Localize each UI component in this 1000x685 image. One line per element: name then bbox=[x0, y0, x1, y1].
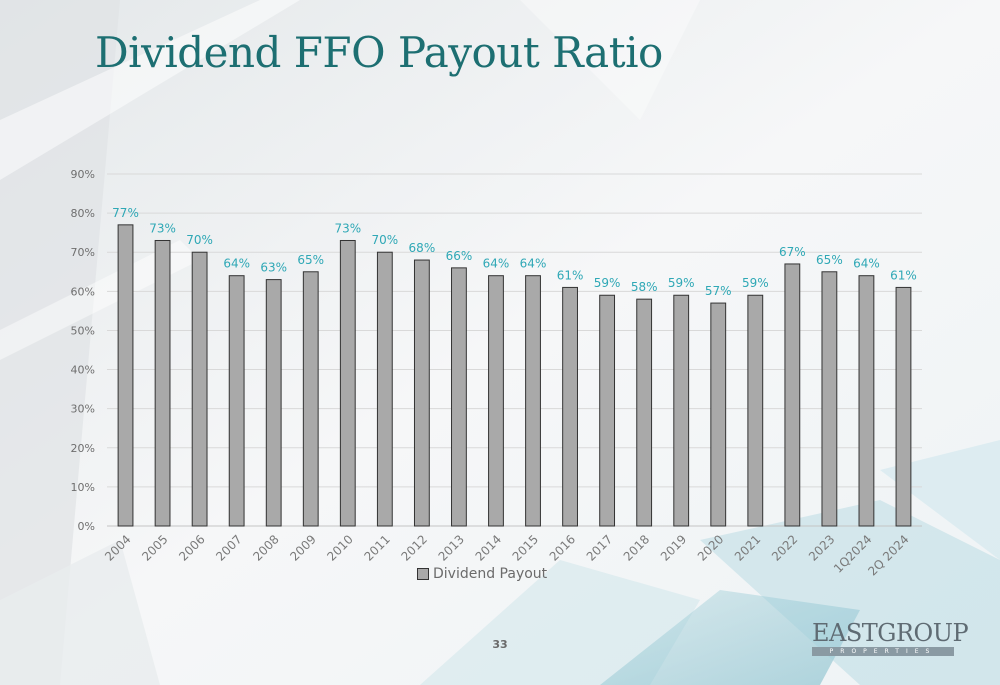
y-tick-label: 30% bbox=[71, 403, 95, 416]
x-tick-label: 2014 bbox=[473, 532, 504, 563]
x-tick-label: 2009 bbox=[287, 532, 318, 563]
legend-swatch bbox=[417, 568, 429, 580]
data-label: 64% bbox=[223, 257, 250, 271]
bar bbox=[895, 286, 912, 527]
y-tick-label: 50% bbox=[71, 324, 95, 337]
page-number: 33 bbox=[492, 638, 508, 651]
data-label: 59% bbox=[594, 276, 621, 290]
x-tick-label: 2006 bbox=[176, 532, 207, 563]
bar bbox=[376, 251, 393, 527]
y-tick-label: 10% bbox=[71, 481, 95, 494]
x-tick-label: 2Q 2024 bbox=[865, 532, 911, 578]
x-tick-label: 2004 bbox=[102, 532, 133, 563]
data-label: 63% bbox=[260, 261, 287, 275]
x-tick-label: 2011 bbox=[361, 532, 392, 563]
data-label: 65% bbox=[816, 253, 843, 267]
bar bbox=[747, 294, 764, 527]
x-tick-label: 2007 bbox=[213, 532, 244, 563]
x-tick-label: 2021 bbox=[732, 532, 763, 563]
x-tick-label: 2012 bbox=[399, 532, 430, 563]
data-label: 59% bbox=[668, 276, 695, 290]
bar bbox=[451, 267, 467, 527]
data-label: 68% bbox=[409, 241, 436, 255]
data-label: 70% bbox=[186, 233, 213, 247]
x-tick-label: 2017 bbox=[584, 532, 615, 563]
data-label: 61% bbox=[557, 268, 584, 282]
x-tick-label: 2018 bbox=[621, 532, 652, 563]
data-label: 61% bbox=[890, 268, 917, 282]
data-label: 66% bbox=[446, 249, 473, 263]
legend-label: Dividend Payout bbox=[433, 566, 548, 582]
bar bbox=[413, 259, 430, 527]
bar bbox=[228, 275, 245, 527]
x-tick-label: 2020 bbox=[695, 532, 726, 563]
y-tick-label: 60% bbox=[71, 285, 95, 298]
slide-title: Dividend FFO Payout Ratio bbox=[95, 28, 663, 77]
x-tick-label: 2013 bbox=[436, 532, 467, 563]
x-tick-label: 2016 bbox=[547, 532, 578, 563]
bar bbox=[339, 239, 356, 527]
bar bbox=[710, 302, 727, 527]
bar bbox=[488, 275, 504, 527]
bar bbox=[154, 239, 171, 527]
bar bbox=[858, 275, 875, 527]
data-label: 73% bbox=[149, 221, 176, 235]
data-label: 59% bbox=[742, 276, 769, 290]
data-label: 73% bbox=[334, 221, 361, 235]
data-label: 65% bbox=[297, 253, 324, 267]
bar bbox=[821, 271, 838, 527]
x-tick-label: 2022 bbox=[769, 532, 800, 563]
data-label: 77% bbox=[112, 206, 139, 220]
data-label: 64% bbox=[483, 257, 510, 271]
data-label: 64% bbox=[853, 257, 880, 271]
bar bbox=[265, 279, 282, 527]
chart-legend: Dividend Payout bbox=[417, 566, 547, 582]
y-tick-label: 80% bbox=[71, 207, 95, 220]
x-tick-label: 2015 bbox=[510, 532, 541, 563]
x-tick-label: 2023 bbox=[806, 532, 837, 563]
data-label: 64% bbox=[520, 257, 547, 271]
y-tick-label: 20% bbox=[71, 442, 95, 455]
eastgroup-logo: EASTGROUP PROPERTIES bbox=[812, 619, 969, 656]
x-tick-label: 2008 bbox=[250, 532, 281, 563]
bar bbox=[117, 224, 134, 527]
x-tick-label: 2005 bbox=[139, 532, 170, 563]
bar bbox=[562, 286, 578, 527]
bar bbox=[599, 294, 616, 527]
y-tick-label: 0% bbox=[78, 520, 95, 533]
bar bbox=[784, 263, 801, 527]
y-tick-label: 70% bbox=[71, 246, 95, 259]
bar bbox=[302, 271, 319, 527]
data-label: 57% bbox=[705, 284, 732, 298]
logo-wordmark: EASTGROUP bbox=[812, 619, 969, 647]
bar bbox=[191, 251, 208, 527]
bar bbox=[636, 298, 653, 527]
data-label: 70% bbox=[372, 233, 399, 247]
y-tick-label: 90% bbox=[71, 168, 95, 181]
x-tick-label: 2019 bbox=[658, 532, 689, 563]
x-tick-label: 2010 bbox=[324, 532, 355, 563]
bar bbox=[525, 275, 541, 527]
logo-tagline: PROPERTIES bbox=[812, 647, 954, 656]
bar bbox=[673, 294, 690, 527]
y-tick-label: 40% bbox=[71, 364, 95, 377]
data-label: 67% bbox=[779, 245, 806, 259]
data-label: 58% bbox=[631, 280, 658, 294]
